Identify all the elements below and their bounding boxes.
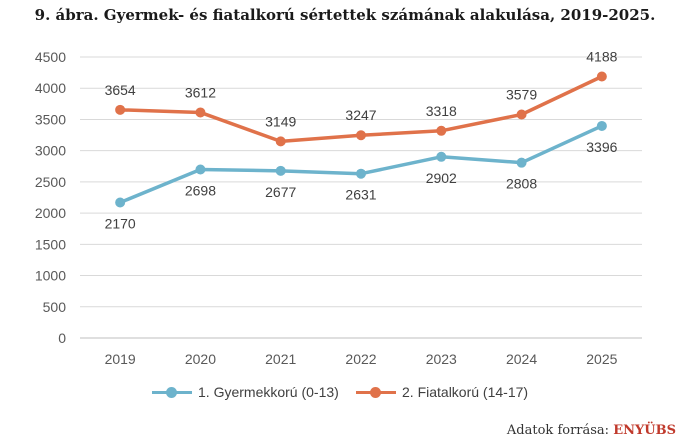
y-tick-label: 3000 — [35, 143, 66, 159]
data-label: 3396 — [586, 139, 617, 155]
y-tick-label: 3500 — [35, 111, 66, 127]
data-point — [596, 71, 607, 82]
data-point — [436, 125, 447, 136]
x-tick-label: 2020 — [185, 351, 216, 367]
data-point — [115, 197, 126, 208]
data-point — [436, 151, 447, 162]
data-label: 4188 — [586, 48, 617, 64]
data-point — [356, 130, 366, 141]
data-label: 2631 — [345, 187, 376, 203]
y-tick-label: 2500 — [35, 174, 66, 190]
legend-label: 1. Gyermekkorú (0-13) — [198, 384, 339, 400]
x-tick-label: 2022 — [345, 351, 376, 367]
x-tick-label: 2021 — [265, 351, 296, 367]
data-point — [356, 168, 366, 179]
legend-item-gyermekkoru: 1. Gyermekkorú (0-13) — [152, 384, 339, 400]
legend-swatch — [356, 386, 396, 398]
x-tick-label: 2019 — [105, 351, 136, 367]
data-point — [516, 157, 527, 168]
y-tick-label: 2000 — [35, 205, 66, 221]
data-point — [115, 104, 126, 115]
x-tick-label: 2024 — [506, 351, 537, 367]
data-label: 3579 — [506, 87, 537, 103]
legend-item-fiatalkoru: 2. Fiatalkorú (14-17) — [356, 384, 528, 400]
y-tick-label: 4000 — [35, 80, 66, 96]
series-layer: 2170 2698 2677 2631 2902 2808 3396 3654 3612 3149… — [105, 48, 618, 231]
legend-label: 2. Fiatalkorú (14-17) — [402, 384, 529, 400]
chart-title: 9. ábra. Gyermek- és fiatalkorú sértette… — [34, 6, 656, 24]
data-label: 3654 — [105, 82, 136, 98]
data-label: 3247 — [345, 107, 376, 123]
data-point — [195, 164, 206, 175]
data-label: 3149 — [265, 113, 296, 129]
y-tick-label: 500 — [43, 299, 67, 315]
x-axis-ticks: 2019 2020 2021 2022 2023 2024 2025 — [105, 351, 618, 367]
data-point — [516, 109, 527, 120]
data-label: 3612 — [185, 84, 216, 100]
legend: 1. Gyermekkorú (0-13) 2. Fiatalkorú (14-… — [0, 384, 690, 408]
x-tick-label: 2023 — [426, 351, 457, 367]
data-label: 2902 — [426, 170, 457, 186]
y-tick-label: 0 — [58, 330, 66, 346]
data-point — [596, 120, 607, 131]
legend-swatch — [152, 386, 192, 398]
y-axis-ticks: 0 500 1000 1500 2000 2500 3000 3500 4000 4500 — [35, 49, 66, 346]
source-brand: ENYÜBS — [613, 423, 676, 438]
data-label: 2170 — [105, 215, 136, 231]
data-label: 3318 — [426, 103, 457, 119]
data-point — [275, 165, 286, 176]
data-source: Adatok forrása: ENYÜBS — [507, 423, 676, 438]
data-label: 2677 — [265, 184, 296, 200]
x-tick-label: 2025 — [586, 351, 617, 367]
y-tick-label: 1500 — [35, 236, 66, 252]
source-label: Adatok forrása: — [506, 423, 610, 438]
data-point — [275, 136, 286, 147]
y-tick-label: 1000 — [35, 268, 66, 284]
data-label: 2808 — [506, 176, 537, 192]
data-point — [195, 107, 206, 118]
y-tick-label: 4500 — [35, 49, 66, 65]
data-label: 2698 — [185, 183, 216, 199]
